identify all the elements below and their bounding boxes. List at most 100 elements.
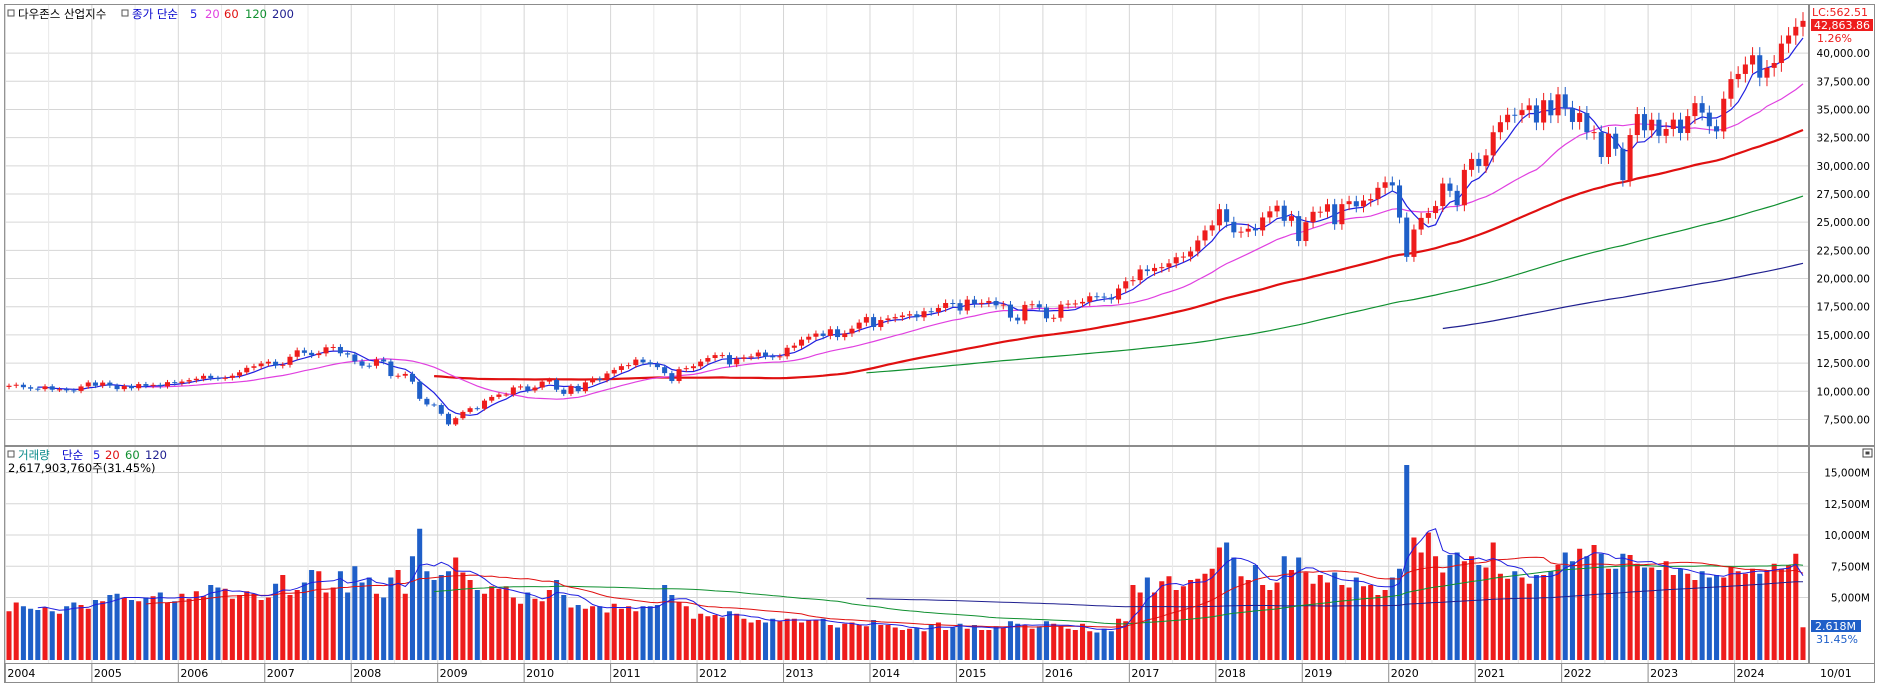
date-axis-label: 2013: [786, 667, 814, 680]
candle-body: [222, 377, 228, 379]
volume-bar: [561, 595, 567, 660]
vma120-legend[interactable]: 120: [145, 448, 167, 462]
volume-bar: [899, 630, 905, 660]
candle-body: [1613, 133, 1619, 149]
candle-body: [597, 378, 603, 380]
candle-body: [1202, 230, 1208, 241]
volume-bar: [1490, 542, 1496, 660]
candle-body: [1173, 257, 1179, 264]
candle-body: [265, 361, 271, 364]
volume-bar: [546, 590, 552, 660]
candle-body: [741, 357, 747, 359]
candle-body: [525, 386, 531, 391]
volume-bar: [215, 587, 221, 660]
volume-bar: [193, 591, 199, 660]
candle-body: [1548, 100, 1554, 116]
price-panel[interactable]: [4, 4, 1809, 446]
volume-bar: [1137, 592, 1143, 660]
ma120-legend[interactable]: 120: [245, 7, 267, 21]
candle-body: [193, 378, 199, 381]
volume-bar: [597, 606, 603, 660]
candle-body: [835, 329, 841, 338]
candle-body: [1397, 185, 1403, 218]
volume-bar: [280, 575, 286, 660]
candle-body: [1685, 116, 1691, 134]
candle-body: [979, 302, 985, 304]
candle-body: [1562, 94, 1568, 108]
date-axis-end-label: 10/01: [1820, 667, 1852, 680]
candle-body: [1231, 221, 1237, 233]
ma200-legend[interactable]: 200: [272, 7, 294, 21]
volume-bar: [1685, 573, 1691, 660]
change-pct: 1.26%: [1817, 32, 1852, 45]
volume-bar: [1569, 561, 1575, 660]
candle-body: [1454, 190, 1460, 206]
candle-body: [1569, 107, 1575, 122]
candle-body: [698, 361, 704, 367]
lc-label: LC:562.51: [1812, 6, 1868, 19]
candle-body: [1714, 126, 1720, 132]
vma60-legend[interactable]: 60: [125, 448, 140, 462]
candle-body: [1598, 132, 1604, 158]
volume-bar: [532, 598, 538, 660]
volume-bar: [705, 616, 711, 660]
volume-bar: [935, 622, 941, 660]
volume-bar: [799, 622, 805, 660]
candle-body: [1519, 110, 1525, 116]
candle-body: [1180, 256, 1186, 258]
volume-bar: [1108, 631, 1114, 660]
volume-bar: [1166, 576, 1172, 660]
candle-body: [1209, 225, 1215, 231]
price-axis-panel: [1809, 4, 1875, 446]
candle-body: [453, 418, 459, 425]
candle-body: [1497, 122, 1503, 133]
candle-body: [1764, 67, 1770, 78]
candle-body: [690, 366, 696, 369]
candle-body: [179, 381, 185, 384]
candle-body: [878, 320, 884, 328]
volume-bar: [683, 606, 689, 660]
candle-body: [359, 361, 365, 366]
candle-body: [78, 386, 84, 391]
volume-bar: [1051, 623, 1057, 660]
volume-bar: [1288, 570, 1294, 660]
volume-bar: [1469, 556, 1475, 660]
price-tick-label: 12,500.00: [1817, 358, 1870, 370]
candle-body: [1800, 20, 1806, 27]
volume-bar: [1324, 582, 1331, 660]
candle-body: [1108, 297, 1114, 300]
candle-body: [6, 385, 12, 387]
date-axis-label: 2011: [613, 667, 641, 680]
candle-body: [618, 366, 624, 370]
ma60-legend[interactable]: 60: [224, 7, 239, 21]
volume-bar: [1231, 557, 1237, 660]
volume-bar: [1260, 585, 1266, 660]
volume-bar: [1584, 556, 1590, 660]
candle-body: [1029, 304, 1035, 306]
candle-body: [1670, 119, 1676, 129]
vma60-line: [434, 563, 1804, 625]
vma20-legend[interactable]: 20: [105, 448, 120, 462]
candle-body: [582, 382, 588, 392]
candle-body: [1490, 132, 1496, 156]
volume-bar: [676, 602, 682, 660]
volume-bar: [337, 571, 343, 660]
volume-bar: [388, 577, 394, 660]
ma5-legend[interactable]: 5: [190, 7, 197, 21]
volume-bar: [604, 612, 610, 660]
price-legend-square-icon: [7, 9, 15, 17]
volume-bar: [921, 631, 927, 660]
volume-bar: [445, 571, 452, 660]
candle-body: [1072, 303, 1078, 305]
candle-body: [654, 364, 660, 368]
vma5-legend[interactable]: 5: [93, 448, 100, 462]
candle-body: [777, 356, 783, 358]
ma20-legend[interactable]: 20: [205, 7, 220, 21]
candle-body: [1332, 204, 1338, 225]
candle-body: [791, 345, 797, 348]
vma120-line: [866, 581, 1803, 608]
candle-body: [907, 314, 913, 316]
candle-body: [1505, 114, 1511, 123]
